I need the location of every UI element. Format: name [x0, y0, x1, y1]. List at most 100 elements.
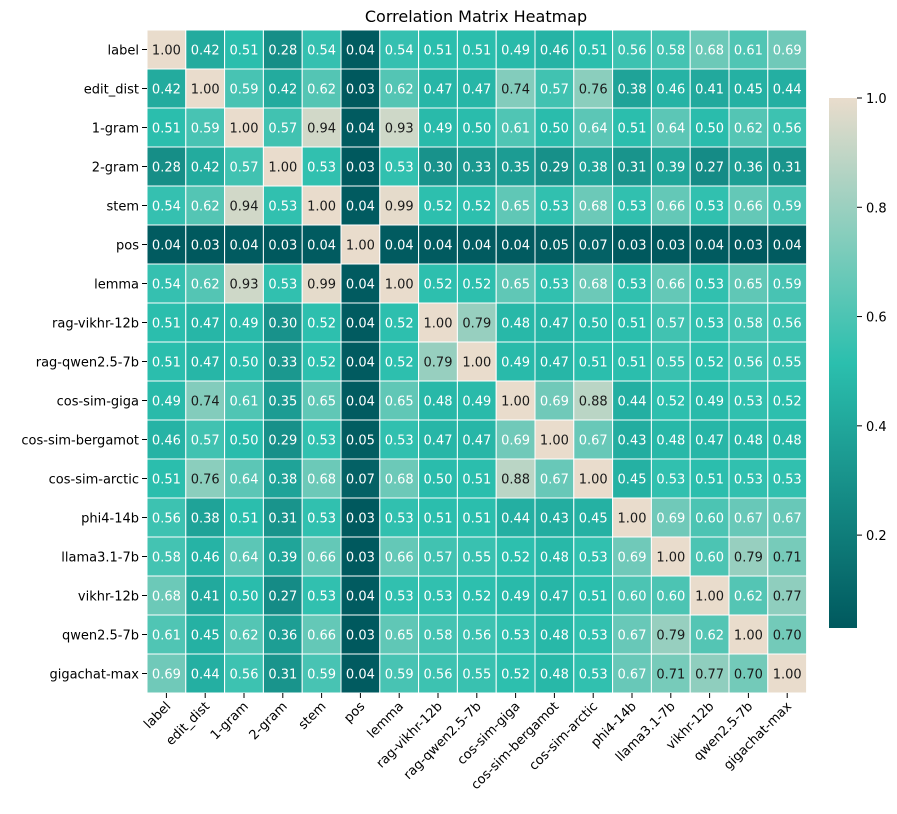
cell-value: 0.56 [230, 668, 259, 683]
cell-value: 0.53 [385, 161, 414, 176]
cell-value: 0.46 [656, 83, 685, 98]
heatmap-cell [340, 107, 381, 148]
cell-value: 0.44 [618, 395, 647, 410]
cell-value: 0.33 [462, 161, 491, 176]
heatmap-cell [650, 536, 691, 577]
cell-value: 0.79 [462, 317, 491, 332]
cell-value: 0.04 [307, 239, 336, 254]
heatmap-cell [340, 614, 381, 655]
cell-value: 0.49 [462, 395, 491, 410]
cell-value: 0.51 [579, 44, 608, 59]
cell-value: 0.65 [501, 278, 530, 293]
cell-value: 0.62 [307, 83, 336, 98]
heatmap-cell [185, 146, 226, 187]
cell-value: 0.94 [230, 200, 259, 215]
cell-value: 0.43 [618, 434, 647, 449]
heatmap-cell [612, 146, 652, 187]
heatmap-cell [612, 263, 652, 304]
cell-value: 0.45 [618, 473, 647, 488]
heatmap-cell [185, 68, 226, 109]
cell-value: 0.55 [462, 668, 491, 683]
y-tick-label: rag-vikhr-12b [52, 317, 139, 332]
cell-value: 0.41 [191, 590, 220, 605]
heatmap-cell [340, 458, 381, 499]
heatmap-cell [185, 614, 226, 655]
cell-value: 0.44 [773, 83, 802, 98]
cell-value: 0.35 [501, 161, 530, 176]
cell-value: 0.67 [773, 512, 802, 527]
cell-value: 0.38 [579, 161, 608, 176]
heatmap-cell [728, 185, 769, 226]
cell-value: 0.47 [540, 590, 569, 605]
heatmap-cell [262, 497, 303, 538]
heatmap-cell [262, 185, 303, 226]
cell-value: 0.48 [656, 434, 685, 449]
cell-value: 0.03 [346, 629, 375, 644]
cell-value: 0.56 [152, 512, 181, 527]
cell-value: 0.68 [695, 44, 724, 59]
cell-value: 0.48 [734, 434, 763, 449]
cell-value: 0.47 [424, 434, 453, 449]
heatmap-cell [573, 29, 614, 70]
heatmap-cell [185, 29, 226, 70]
cell-value: 0.88 [501, 473, 530, 488]
heatmap-cell [262, 536, 303, 577]
cell-value: 0.53 [540, 278, 569, 293]
y-tick-label: gigachat-max [49, 668, 139, 683]
cell-value: 0.42 [268, 83, 297, 98]
heatmap-cell [767, 497, 808, 538]
heatmap-cell [301, 185, 342, 226]
cell-value: 0.53 [307, 161, 336, 176]
heatmap-cell [767, 302, 808, 343]
heatmap-cell [456, 185, 497, 226]
cell-value: 0.60 [695, 551, 724, 566]
heatmap-cell [418, 614, 458, 655]
y-tick-label: edit_dist [84, 83, 139, 98]
heatmap-cell [650, 107, 691, 148]
cell-value: 0.74 [501, 83, 530, 98]
heatmap-cell [573, 302, 614, 343]
y-tick-label: 2-gram [92, 161, 139, 176]
cell-value: 0.04 [346, 122, 375, 137]
cell-value: 0.04 [385, 239, 414, 254]
cell-value: 0.53 [695, 200, 724, 215]
cell-value: 0.03 [618, 239, 647, 254]
cell-value: 0.62 [191, 278, 220, 293]
cell-value: 0.50 [424, 473, 453, 488]
cell-value: 1.00 [656, 551, 685, 566]
cell-value: 0.51 [462, 44, 491, 59]
y-tick-label: stem [106, 200, 139, 215]
y-tick-label: phi4-14b [81, 512, 139, 527]
cell-value: 0.53 [501, 629, 530, 644]
cell-value: 0.99 [307, 278, 336, 293]
heatmap-cell [456, 380, 497, 421]
heatmap-cell [262, 224, 303, 265]
cell-value: 0.69 [773, 44, 802, 59]
cell-value: 0.03 [346, 161, 375, 176]
heatmap-cell [301, 536, 342, 577]
cell-value: 0.67 [579, 434, 608, 449]
heatmap-cell [495, 263, 536, 304]
cell-value: 0.60 [656, 590, 685, 605]
cell-value: 0.48 [540, 551, 569, 566]
cell-value: 0.77 [695, 668, 724, 683]
heatmap-cell [379, 575, 420, 616]
cell-value: 0.50 [230, 356, 259, 371]
cell-value: 0.51 [152, 473, 181, 488]
cell-value: 0.53 [385, 434, 414, 449]
cell-value: 0.71 [656, 668, 685, 683]
cell-value: 0.47 [462, 434, 491, 449]
heatmap-cell [689, 497, 730, 538]
cell-value: 1.00 [501, 395, 530, 410]
heatmap-cell [612, 302, 652, 343]
cell-value: 0.59 [307, 668, 336, 683]
cell-value: 0.51 [618, 122, 647, 137]
x-tick-label: gigachat-max [721, 699, 795, 773]
heatmap-cell [146, 263, 187, 304]
heatmap-cell [767, 185, 808, 226]
cell-value: 0.66 [656, 278, 685, 293]
cell-value: 0.54 [385, 44, 414, 59]
cell-value: 0.60 [695, 512, 724, 527]
cell-value: 0.52 [773, 395, 802, 410]
